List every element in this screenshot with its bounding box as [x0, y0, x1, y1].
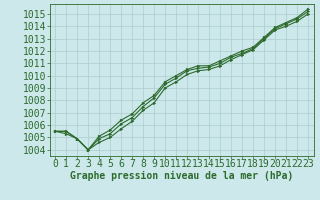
X-axis label: Graphe pression niveau de la mer (hPa): Graphe pression niveau de la mer (hPa): [70, 171, 293, 181]
